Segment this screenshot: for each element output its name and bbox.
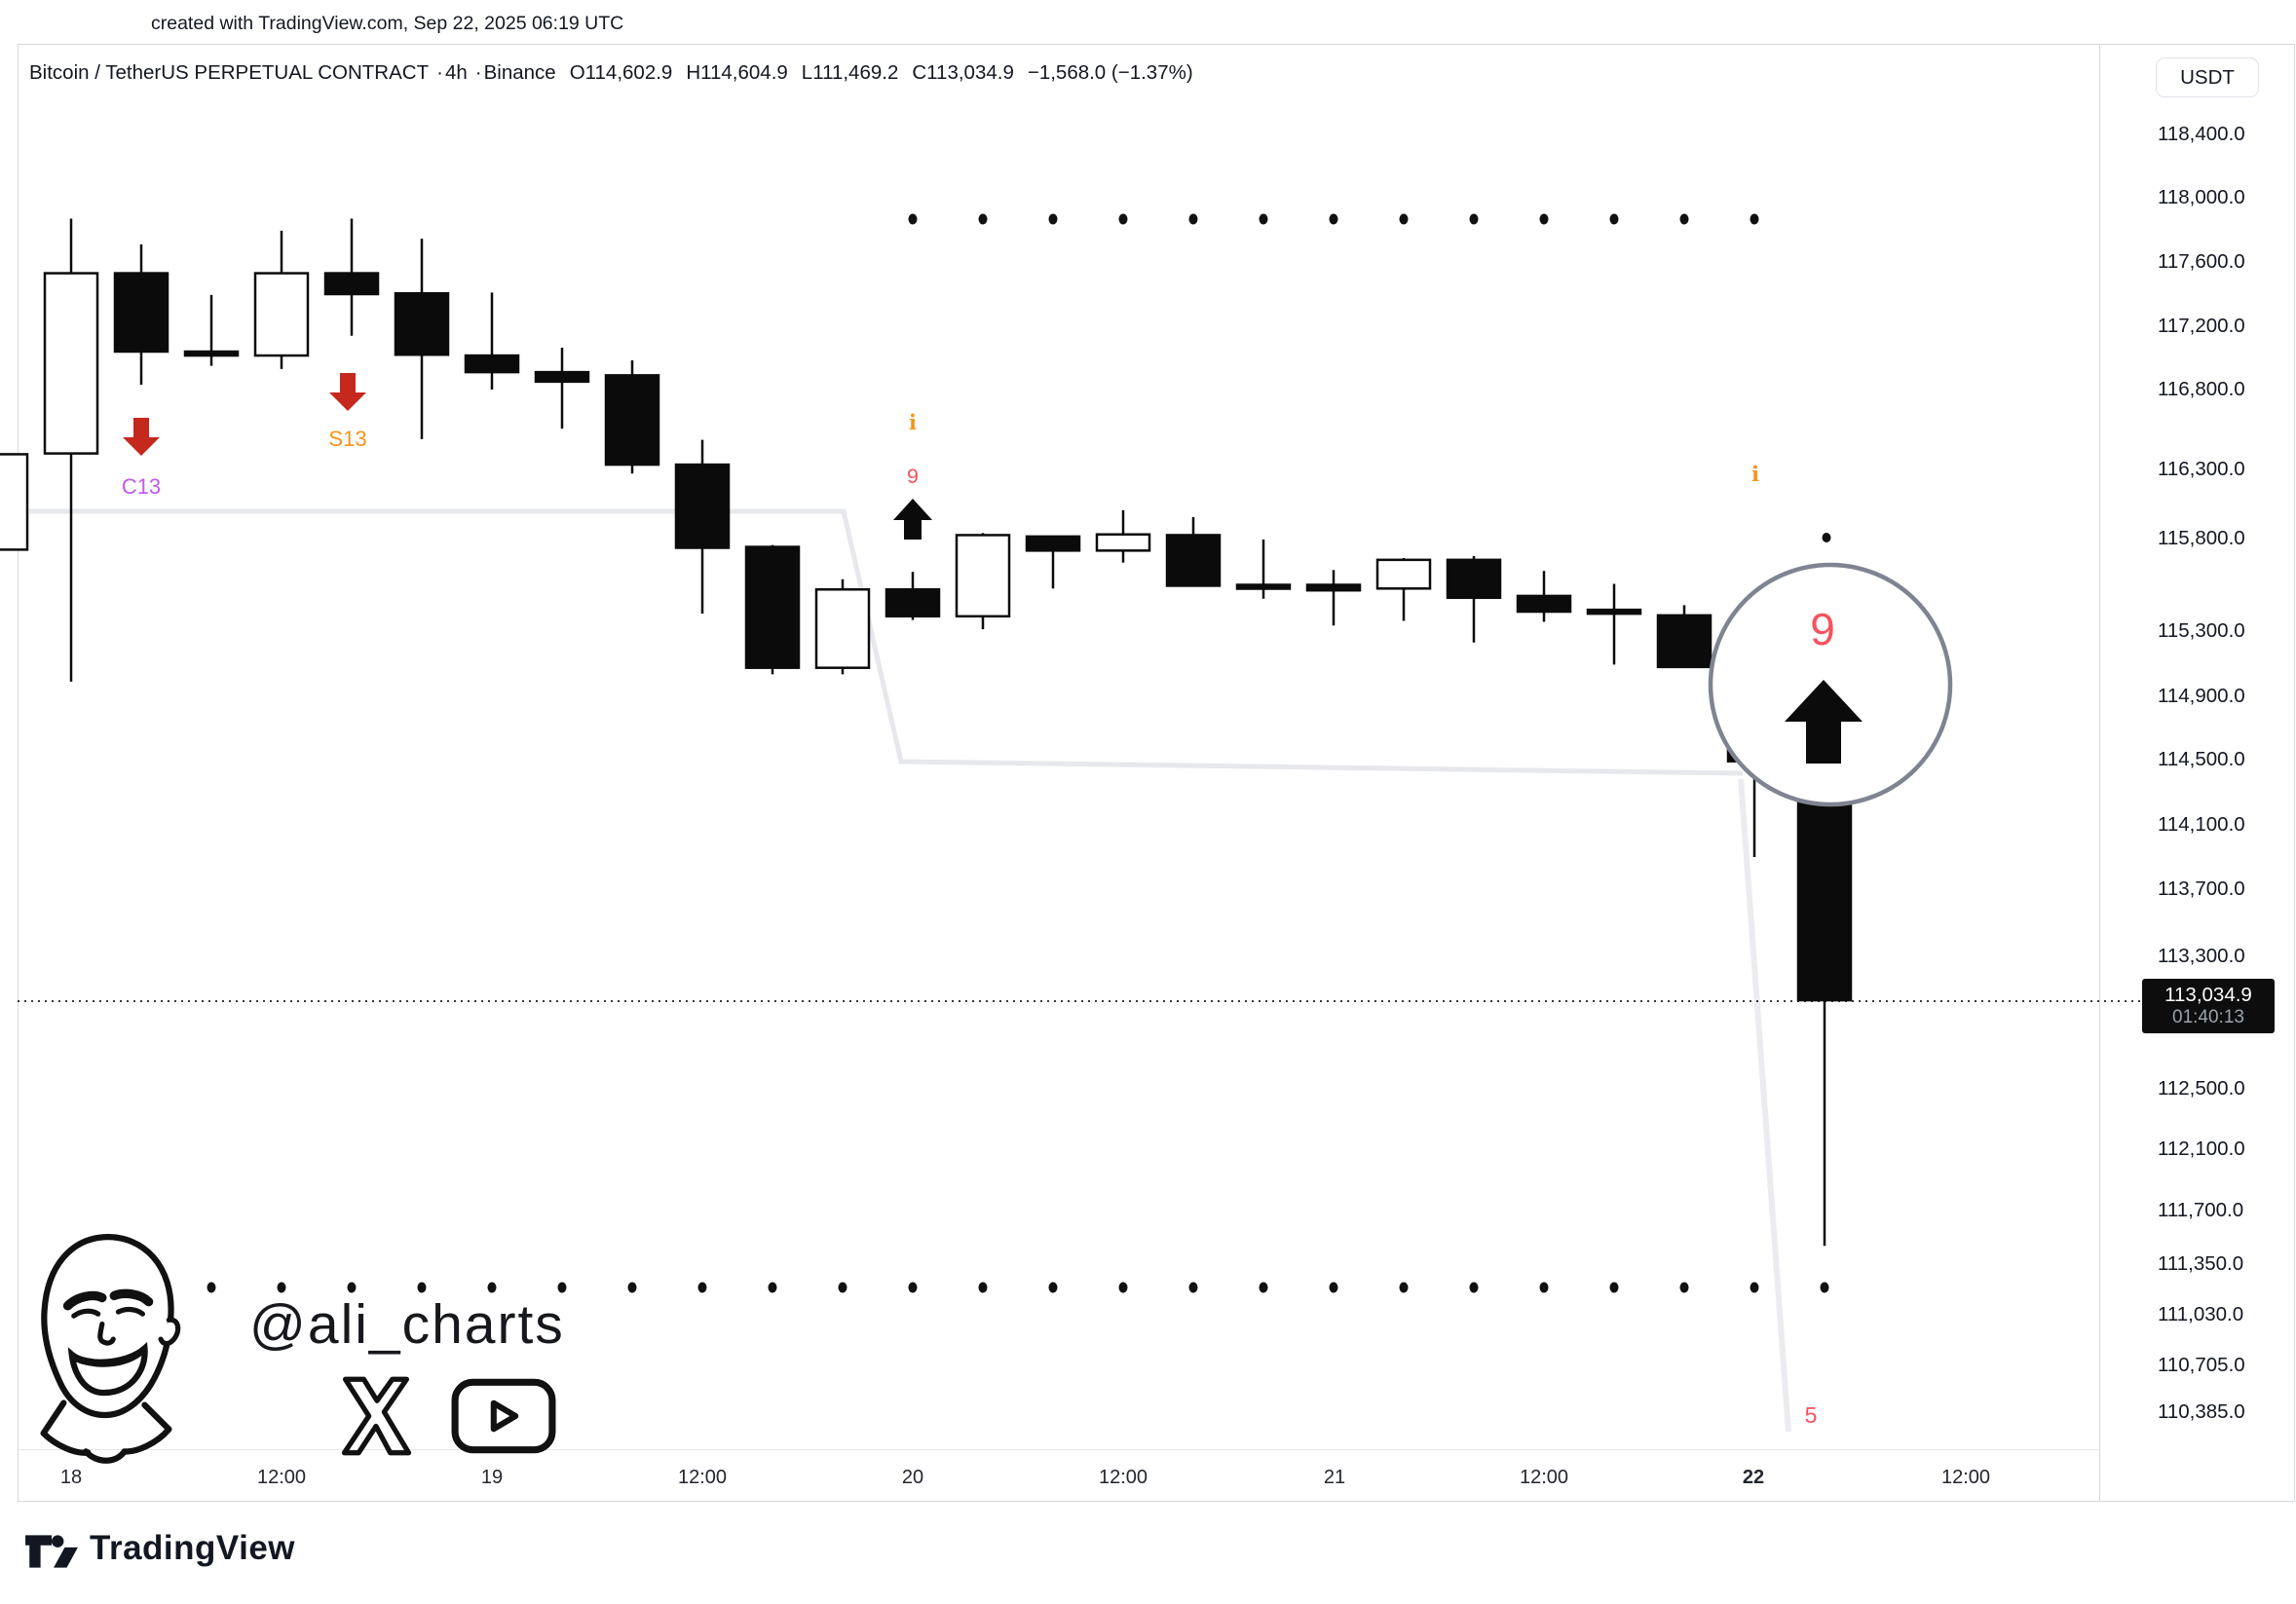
time-tick-label: 18: [59, 1467, 83, 1488]
price-tick-label: 117,200.0: [2158, 315, 2245, 337]
currency-toggle-button[interactable]: USDT: [2156, 57, 2259, 97]
legend-separator: ·: [436, 61, 443, 84]
time-tick-label: 12:00: [1940, 1467, 1991, 1488]
exchange-name: Binance: [483, 61, 556, 84]
price-tick-label: 112,500.0: [2158, 1077, 2245, 1100]
tradingview-logo-icon: [25, 1535, 78, 1568]
price-tick-label: 113,300.0: [2158, 945, 2245, 967]
price-tick-label: 114,100.0: [2158, 813, 2245, 836]
time-tick-label: 20: [901, 1467, 924, 1488]
price-tick-label: 112,100.0: [2158, 1138, 2245, 1160]
price-tick-label: 110,385.0: [2158, 1400, 2245, 1423]
time-tick-label: 12:00: [256, 1467, 307, 1488]
price-tick-label: 110,705.0: [2158, 1354, 2245, 1376]
time-tick-label: 12:00: [677, 1467, 728, 1488]
price-tick-label: 111,350.0: [2158, 1252, 2244, 1275]
last-price-value: 113,034.9: [2164, 983, 2252, 1006]
price-tick-label: 114,900.0: [2158, 685, 2245, 707]
time-tick-label: 12:00: [1098, 1467, 1148, 1488]
price-tick-label: 117,600.0: [2158, 250, 2245, 273]
price-tick-label: 115,800.0: [2158, 527, 2245, 549]
ohlc-open: O114,602.9: [569, 61, 673, 84]
price-tick-label: 113,700.0: [2158, 877, 2245, 900]
ohlc-close: C113,034.9: [912, 61, 1014, 84]
price-axis-divider: [2099, 44, 2100, 1502]
created-with-caption: created with TradingView.com, Sep 22, 20…: [151, 13, 624, 34]
time-axis-divider: [18, 1449, 2099, 1450]
ohlc-change: −1,568.0 (−1.37%): [1027, 61, 1193, 84]
price-tick-label: 116,300.0: [2158, 458, 2245, 480]
ohlc-low: L111,469.2: [801, 61, 899, 84]
last-price-tag: 113,034.9 01:40:13: [2142, 979, 2275, 1033]
chart-area[interactable]: [18, 44, 2099, 1449]
time-tick-label: 19: [480, 1467, 504, 1488]
price-tick-label: 111,700.0: [2158, 1199, 2244, 1221]
interval-value[interactable]: 4h: [444, 61, 468, 84]
price-tick-label: 111,030.0: [2158, 1303, 2244, 1325]
time-tick-label: 22: [1742, 1467, 1765, 1488]
time-tick-label: 21: [1323, 1467, 1346, 1488]
bar-countdown: 01:40:13: [2172, 1006, 2244, 1027]
price-tick-label: 114,500.0: [2158, 748, 2245, 770]
price-tick-label: 115,300.0: [2158, 619, 2245, 642]
chart-frame: [18, 44, 2295, 1502]
ohlc-high: H114,604.9: [686, 61, 788, 84]
price-tick-label: 118,000.0: [2158, 186, 2245, 208]
price-tick-label: 118,400.0: [2158, 123, 2245, 145]
legend-separator: ·: [474, 61, 482, 84]
x-twitter-icon: [341, 1376, 412, 1456]
youtube-icon: [451, 1378, 556, 1454]
price-tick-label: 116,800.0: [2158, 378, 2245, 400]
time-tick-label: 12:00: [1519, 1467, 1569, 1488]
watermark-handle: @ali_charts: [249, 1293, 565, 1356]
symbol-title: Bitcoin / TetherUS PERPETUAL CONTRACT: [29, 61, 430, 84]
chart-legend: Bitcoin / TetherUS PERPETUAL CONTRACT ·4h…: [29, 61, 1207, 85]
face-sketch: [40, 1234, 181, 1464]
tradingview-wordmark: TradingView: [90, 1529, 296, 1567]
